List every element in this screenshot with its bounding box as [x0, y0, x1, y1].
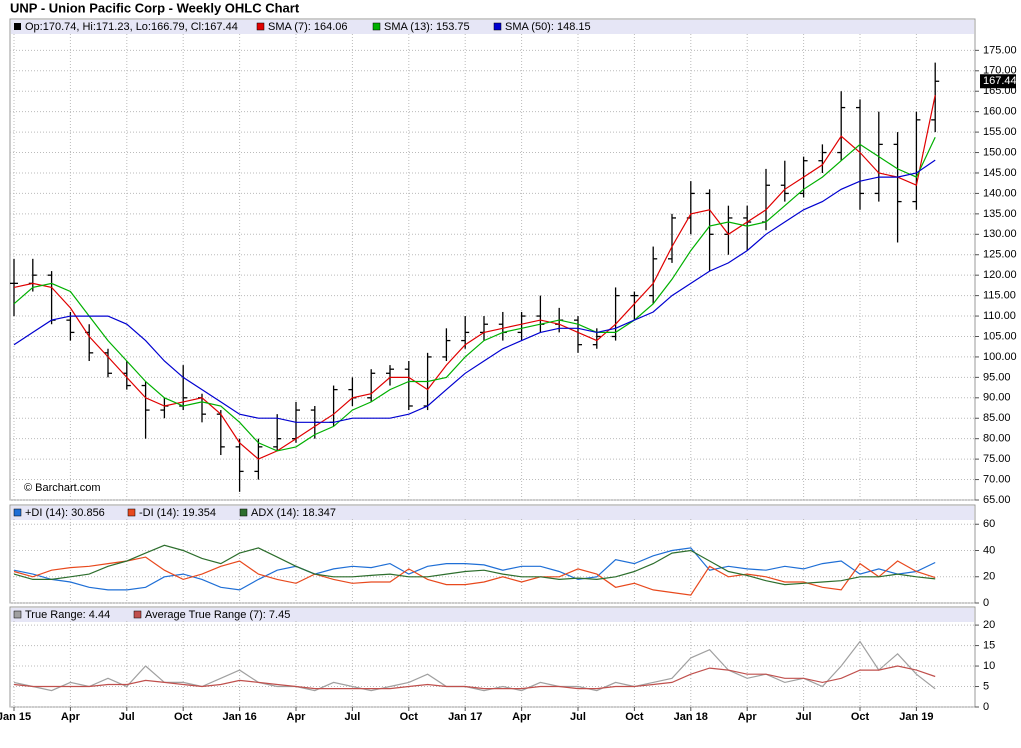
- y-tick-label: 10: [983, 660, 995, 672]
- x-tick-label: Jan 15: [0, 711, 31, 723]
- y-tick-label: 100.00: [983, 351, 1017, 363]
- y-tick-label: 60: [983, 518, 995, 530]
- x-tick-label: Oct: [174, 711, 193, 723]
- legend-swatch: [13, 610, 22, 619]
- x-tick-label: Apr: [738, 711, 758, 723]
- legend-swatch: [372, 22, 381, 31]
- x-tick-label: Jan 17: [448, 711, 482, 723]
- legend-swatch: [14, 23, 21, 30]
- y-tick-label: 135.00: [983, 208, 1017, 220]
- x-tick-label: Jan 19: [899, 711, 933, 723]
- legend-band: [11, 506, 974, 520]
- x-tick-label: Jan 18: [674, 711, 708, 723]
- legend-label: SMA (13): 153.75: [384, 21, 470, 33]
- legend-label: -DI (14): 19.354: [139, 507, 216, 519]
- chart-title: UNP - Union Pacific Corp - Weekly OHLC C…: [10, 0, 300, 15]
- legend-label: SMA (50): 148.15: [505, 21, 591, 33]
- panel-frame: [9, 18, 976, 501]
- legend-label: ADX (14): 18.347: [251, 507, 336, 519]
- y-tick-label: 110.00: [983, 310, 1016, 322]
- series-line: [13, 544, 936, 586]
- series-line: [13, 159, 936, 423]
- x-tick-label: Jul: [344, 711, 360, 723]
- x-tick-label: Jul: [796, 711, 812, 723]
- y-tick-label: 0: [983, 597, 989, 609]
- y-tick-label: 125.00: [983, 249, 1017, 261]
- y-tick-label: 20: [983, 571, 995, 583]
- y-tick-label: 115.00: [983, 290, 1016, 302]
- y-tick-label: 150.00: [983, 146, 1017, 158]
- y-tick-label: 65.00: [983, 494, 1011, 506]
- y-tick-label: 140.00: [983, 187, 1017, 199]
- series-line: [13, 556, 936, 596]
- x-tick-label: Oct: [625, 711, 644, 723]
- y-tick-label: 80.00: [983, 433, 1011, 445]
- x-tick-label: Jul: [570, 711, 586, 723]
- y-tick-label: 40: [983, 544, 995, 556]
- panel-frame: [9, 606, 976, 708]
- watermark: © Barchart.com: [24, 482, 101, 494]
- y-tick-label: 175.00: [983, 44, 1017, 56]
- y-tick-label: 130.00: [983, 228, 1017, 240]
- y-tick-label: 170.00: [983, 65, 1017, 77]
- legend-label: SMA (7): 164.06: [268, 21, 348, 33]
- legend-band: [11, 608, 974, 622]
- panel-frame: [9, 504, 976, 604]
- y-tick-label: 120.00: [983, 269, 1017, 281]
- y-tick-label: 70.00: [983, 473, 1011, 485]
- y-tick-label: 90.00: [983, 392, 1011, 404]
- legend-swatch: [493, 22, 502, 31]
- legend-band: [11, 20, 974, 34]
- legend-label: True Range: 4.44: [25, 609, 110, 621]
- y-tick-label: 105.00: [983, 330, 1017, 342]
- series-line: [13, 136, 936, 452]
- x-tick-label: Oct: [851, 711, 870, 723]
- legend-label: +DI (14): 30.856: [25, 507, 105, 519]
- legend-label: Average True Range (7): 7.45: [145, 609, 290, 621]
- y-tick-label: 155.00: [983, 126, 1017, 138]
- y-tick-label: 95.00: [983, 371, 1011, 383]
- y-tick-label: 15: [983, 639, 995, 651]
- x-tick-label: Apr: [61, 711, 81, 723]
- legend-swatch: [133, 610, 142, 619]
- legend-swatch: [127, 508, 136, 517]
- y-tick-label: 160.00: [983, 106, 1017, 118]
- y-tick-label: 85.00: [983, 412, 1011, 424]
- x-tick-label: Jul: [119, 711, 135, 723]
- legend-swatch: [256, 22, 265, 31]
- y-tick-label: 5: [983, 680, 989, 692]
- last-price-label: 167.44: [983, 75, 1017, 87]
- x-tick-label: Jan 16: [222, 711, 256, 723]
- y-tick-label: 20: [983, 619, 995, 631]
- series-line: [13, 547, 936, 591]
- legend-swatch: [239, 508, 248, 517]
- x-tick-label: Apr: [512, 711, 532, 723]
- y-tick-label: 75.00: [983, 453, 1011, 465]
- y-tick-label: 145.00: [983, 167, 1017, 179]
- series-line: [13, 94, 936, 460]
- legend-label: Op:170.74, Hi:171.23, Lo:166.79, Cl:167.…: [25, 21, 238, 33]
- series-line: [13, 665, 936, 690]
- y-tick-label: 0: [983, 701, 989, 713]
- x-tick-label: Oct: [400, 711, 419, 723]
- legend-swatch: [13, 508, 22, 517]
- x-tick-label: Apr: [287, 711, 307, 723]
- last-price-tag: [980, 74, 1016, 89]
